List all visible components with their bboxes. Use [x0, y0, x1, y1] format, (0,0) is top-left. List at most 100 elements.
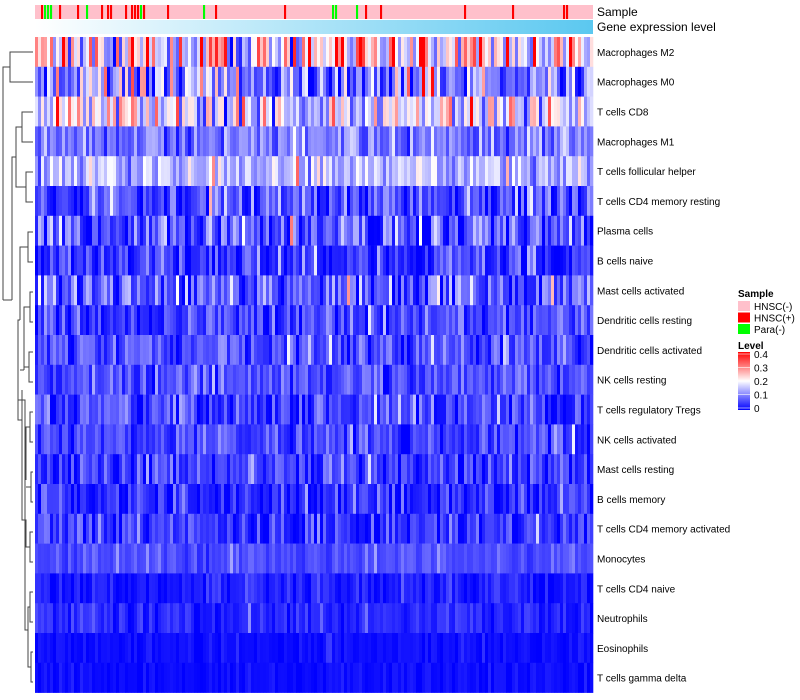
- heatmap-cell: [323, 37, 327, 68]
- heatmap-cell: [449, 484, 453, 515]
- heatmap-cell: [113, 454, 117, 485]
- heatmap-cell: [578, 633, 582, 664]
- heatmap-cell: [224, 245, 228, 276]
- heatmap-cell: [455, 424, 459, 455]
- heatmap-cell: [479, 633, 483, 664]
- heatmap-cell: [98, 603, 102, 634]
- heatmap-cell: [191, 513, 195, 544]
- heatmap-cell: [188, 454, 192, 485]
- heatmap-cell: [413, 513, 417, 544]
- heatmap-cell: [110, 156, 114, 187]
- heatmap-cell: [470, 424, 474, 455]
- heatmap-cell: [410, 186, 414, 217]
- heatmap-cell: [341, 186, 345, 217]
- heatmap-cell: [518, 543, 522, 574]
- heatmap-cell: [65, 215, 69, 246]
- heatmap-cell: [278, 484, 282, 515]
- heatmap-cell: [503, 573, 507, 604]
- heatmap-cell: [374, 513, 378, 544]
- heatmap-cell: [392, 454, 396, 485]
- heatmap-cell: [356, 543, 360, 574]
- heatmap-cell: [143, 424, 147, 455]
- heatmap-cell: [101, 156, 105, 187]
- heatmap-cell: [473, 484, 477, 515]
- dendrogram-branch: [18, 399, 28, 631]
- row-label: T cells CD4 naive: [597, 584, 676, 595]
- heatmap-cell: [539, 215, 543, 246]
- heatmap-cell: [422, 543, 426, 574]
- heatmap-cell: [50, 633, 54, 664]
- heatmap-cell: [197, 394, 201, 425]
- heatmap-cell: [269, 513, 273, 544]
- heatmap-cell: [53, 633, 57, 664]
- heatmap-cell: [140, 215, 144, 246]
- heatmap-cell: [329, 394, 333, 425]
- heatmap-cell: [143, 484, 147, 515]
- heatmap-cell: [176, 335, 180, 366]
- heatmap-cell: [314, 66, 318, 97]
- heatmap-cell: [119, 364, 123, 395]
- heatmap-cell: [80, 126, 84, 157]
- heatmap-cell: [161, 305, 165, 336]
- heatmap-cell: [404, 156, 408, 187]
- heatmap-cell: [482, 66, 486, 97]
- heatmap-cell: [515, 275, 519, 306]
- heatmap-cell: [50, 335, 54, 366]
- heatmap-cell: [47, 603, 51, 634]
- heatmap-cell: [341, 245, 345, 276]
- heatmap-cell: [494, 424, 498, 455]
- heatmap-cell: [332, 364, 336, 395]
- heatmap-cell: [107, 245, 111, 276]
- heatmap-cell: [233, 335, 237, 366]
- heatmap-cell: [377, 454, 381, 485]
- heatmap-cell: [533, 662, 537, 693]
- heatmap-cell: [80, 513, 84, 544]
- heatmap-cell: [437, 573, 441, 604]
- heatmap-cell: [65, 335, 69, 366]
- heatmap-cell: [122, 484, 126, 515]
- heatmap-cell: [104, 186, 108, 217]
- heatmap-cell: [584, 66, 588, 97]
- heatmap-cell: [539, 245, 543, 276]
- legend: Sample HNSC(-)HNSC(+)Para(-) Level 0.40.…: [738, 289, 795, 415]
- heatmap-cell: [410, 215, 414, 246]
- heatmap-cell: [152, 454, 156, 485]
- heatmap-cell: [83, 126, 87, 157]
- heatmap-cell: [92, 335, 96, 366]
- heatmap-cell: [263, 484, 267, 515]
- sample-annotation-cell: [380, 5, 383, 19]
- heatmap-cell: [467, 454, 471, 485]
- heatmap-cell: [158, 275, 162, 306]
- heatmap-cell: [473, 37, 477, 68]
- sample-annotation-cell: [137, 5, 140, 19]
- heatmap-cell: [62, 305, 66, 336]
- heatmap-cell: [473, 662, 477, 693]
- heatmap-cell: [191, 454, 195, 485]
- heatmap-cell: [467, 186, 471, 217]
- heatmap-cell: [281, 573, 285, 604]
- heatmap-cell: [515, 454, 519, 485]
- heatmap-cell: [410, 37, 414, 68]
- heatmap-cell: [104, 454, 108, 485]
- heatmap-cell: [41, 424, 45, 455]
- heatmap-cell: [89, 633, 93, 664]
- heatmap-cell: [203, 603, 207, 634]
- heatmap-cell: [173, 186, 177, 217]
- heatmap-cell: [200, 156, 204, 187]
- heatmap-cell: [278, 454, 282, 485]
- heatmap-cell: [239, 394, 243, 425]
- heatmap-cell: [269, 305, 273, 336]
- heatmap-cell: [170, 275, 174, 306]
- heatmap-cell: [278, 245, 282, 276]
- heatmap-cell: [362, 245, 366, 276]
- heatmap-cell: [332, 335, 336, 366]
- heatmap-cell: [323, 454, 327, 485]
- heatmap-cell: [584, 573, 588, 604]
- heatmap-cell: [173, 454, 177, 485]
- heatmap-cell: [215, 186, 219, 217]
- heatmap-cell: [215, 364, 219, 395]
- heatmap-cell: [542, 156, 546, 187]
- heatmap-cell: [563, 633, 567, 664]
- heatmap-cell: [302, 484, 306, 515]
- heatmap-cell: [95, 484, 99, 515]
